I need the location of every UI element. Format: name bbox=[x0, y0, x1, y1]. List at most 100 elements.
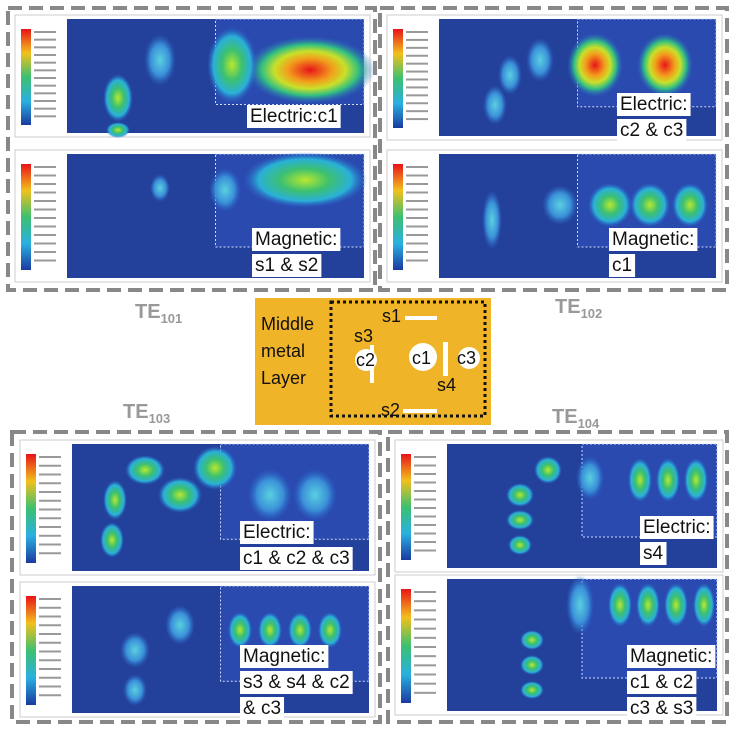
colorbar-tick bbox=[414, 609, 436, 611]
field-blob bbox=[636, 583, 660, 627]
colorbar-tick bbox=[39, 677, 61, 679]
colorbar-tick bbox=[39, 491, 61, 493]
magnetic-label: Magnetic: bbox=[243, 646, 325, 667]
middle-layer: Middle metal Layer s1 s3 c2 c1 c3 s4 s2 bbox=[255, 298, 491, 425]
colorbar-tick bbox=[39, 552, 61, 554]
field-blob bbox=[125, 455, 165, 485]
colorbar-tick bbox=[34, 92, 56, 94]
field-blob bbox=[245, 36, 375, 104]
element-label: s3 bbox=[354, 326, 373, 346]
field-blob bbox=[318, 612, 342, 648]
field-blob bbox=[228, 612, 252, 648]
slot bbox=[405, 316, 437, 320]
colorbar bbox=[21, 164, 31, 270]
colorbar-tick bbox=[39, 659, 61, 661]
colorbar bbox=[26, 596, 36, 705]
colorbar-tick bbox=[39, 509, 61, 511]
colorbar-tick bbox=[406, 71, 428, 73]
colorbar-tick bbox=[34, 243, 56, 245]
colorbar-tick bbox=[34, 260, 56, 262]
field-blob bbox=[482, 190, 502, 250]
colorbar-tick bbox=[39, 668, 61, 670]
colorbar-tick bbox=[414, 499, 436, 501]
field-blob bbox=[608, 583, 632, 627]
field-blob bbox=[664, 583, 688, 627]
colorbar-tick bbox=[34, 166, 56, 168]
colorbar-tick bbox=[406, 183, 428, 185]
colorbar-tick bbox=[414, 541, 436, 543]
colorbar-tick bbox=[34, 31, 56, 33]
colorbar-tick bbox=[406, 260, 428, 262]
colorbar-tick bbox=[406, 166, 428, 168]
colorbar-tick bbox=[39, 607, 61, 609]
field-blob bbox=[566, 575, 594, 635]
magnetic-label: c3 & s3 bbox=[630, 698, 693, 719]
colorbar bbox=[393, 29, 403, 128]
colorbar-tick bbox=[34, 62, 56, 64]
element-label: s1 bbox=[382, 306, 401, 326]
electric-label: c1 & c2 & c3 bbox=[243, 548, 350, 569]
colorbar-tick bbox=[414, 465, 436, 467]
field-blob bbox=[144, 34, 176, 86]
magnetic-label: Magnetic: bbox=[255, 229, 337, 250]
mode-base: TE bbox=[552, 406, 578, 428]
colorbar-tick bbox=[34, 209, 56, 211]
colorbar-tick bbox=[414, 490, 436, 492]
colorbar-tick bbox=[414, 674, 436, 676]
colorbar-tick bbox=[406, 243, 428, 245]
colorbar-tick bbox=[414, 646, 436, 648]
magnetic-label: c1 & c2 bbox=[630, 672, 693, 693]
colorbar-tick bbox=[406, 79, 428, 81]
colorbar-tick bbox=[414, 655, 436, 657]
field-blob bbox=[483, 85, 507, 125]
colorbar-tick bbox=[414, 683, 436, 685]
colorbar-tick bbox=[414, 507, 436, 509]
colorbar-tick bbox=[39, 544, 61, 546]
colorbar-tick bbox=[414, 664, 436, 666]
field-blob bbox=[100, 522, 124, 558]
colorbar-tick bbox=[39, 482, 61, 484]
colorbar-tick bbox=[34, 251, 56, 253]
colorbar-tick bbox=[406, 209, 428, 211]
field-blob bbox=[293, 469, 337, 521]
colorbar bbox=[393, 164, 403, 270]
colorbar-tick bbox=[39, 456, 61, 458]
colorbar-tick bbox=[39, 526, 61, 528]
field-blob bbox=[520, 681, 544, 699]
field-blob bbox=[123, 674, 147, 706]
field-blob bbox=[630, 183, 670, 227]
colorbar-tick bbox=[414, 482, 436, 484]
colorbar-tick bbox=[414, 516, 436, 518]
magnetic-label: Magnetic: bbox=[612, 229, 694, 250]
colorbar-tick bbox=[39, 633, 61, 635]
colorbar-tick bbox=[39, 474, 61, 476]
colorbar-tick bbox=[414, 533, 436, 535]
colorbar-tick bbox=[406, 175, 428, 177]
colorbar bbox=[401, 454, 411, 560]
colorbar-tick bbox=[406, 251, 428, 253]
colorbar-tick bbox=[406, 192, 428, 194]
mode-base: TE bbox=[123, 401, 149, 423]
colorbar-tick bbox=[414, 591, 436, 593]
field-blob bbox=[258, 612, 282, 648]
colorbar-tick bbox=[34, 200, 56, 202]
field-blob bbox=[567, 33, 623, 97]
magnetic-label: s1 & s2 bbox=[255, 255, 318, 276]
colorbar-tick bbox=[406, 47, 428, 49]
magnetic-label: Magnetic: bbox=[630, 646, 712, 667]
electric-label: c2 & c3 bbox=[620, 120, 683, 141]
field-blob bbox=[506, 483, 534, 507]
colorbar-tick bbox=[34, 115, 56, 117]
layer-title: Layer bbox=[261, 368, 306, 388]
colorbar-tick bbox=[414, 473, 436, 475]
field-blob bbox=[637, 33, 693, 97]
mode-label: TE101 bbox=[135, 301, 182, 326]
colorbar-tick bbox=[406, 110, 428, 112]
slot bbox=[403, 409, 437, 413]
colorbar-tick bbox=[34, 85, 56, 87]
magnetic-label: s3 & s4 & c2 bbox=[243, 672, 350, 693]
colorbar-tick bbox=[34, 39, 56, 41]
colorbar-tick bbox=[34, 226, 56, 228]
colorbar-tick bbox=[406, 102, 428, 104]
colorbar-tick bbox=[406, 200, 428, 202]
